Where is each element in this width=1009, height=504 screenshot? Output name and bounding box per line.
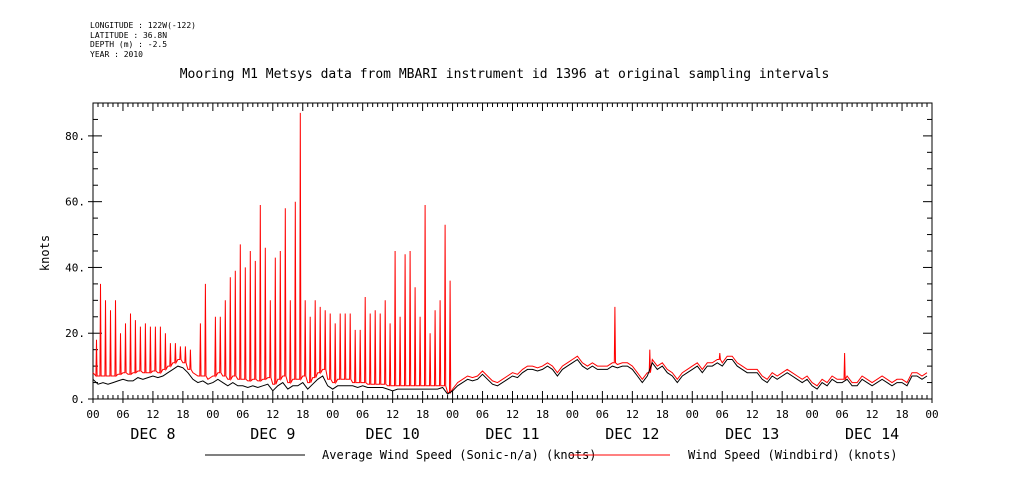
x-hour-label: 06 (236, 408, 249, 421)
x-hour-label: 18 (296, 408, 309, 421)
chart-title: Mooring M1 Metsys data from MBARI instru… (179, 67, 830, 82)
x-hour-label: 06 (356, 408, 369, 421)
x-hour-label: 06 (835, 408, 848, 421)
longitude-text: LONGITUDE : 122W(-122) (90, 21, 196, 30)
x-hour-label: 00 (446, 408, 459, 421)
x-day-label: DEC 10 (366, 425, 420, 443)
x-hour-label: 18 (776, 408, 789, 421)
series-line-windbird (92, 112, 928, 395)
x-day-label: DEC 14 (845, 425, 899, 443)
x-hour-label: 00 (326, 408, 339, 421)
y-tick-label: 40. (65, 261, 85, 274)
depth-text: DEPTH (m) : -2.5 (90, 40, 168, 49)
y-axis-label: knots (38, 235, 52, 271)
x-day-label: DEC 13 (725, 425, 779, 443)
x-hour-label: 12 (865, 408, 878, 421)
x-hour-label: 12 (146, 408, 159, 421)
y-tick-label: 60. (65, 196, 85, 209)
x-hour-label: 06 (596, 408, 609, 421)
x-hour-label: 00 (86, 408, 99, 421)
x-hour-label: 00 (806, 408, 819, 421)
x-day-label: DEC 11 (485, 425, 539, 443)
x-hour-label: 06 (716, 408, 729, 421)
x-day-label: DEC 8 (130, 425, 175, 443)
y-tick-label: 0. (72, 393, 85, 406)
x-hour-label: 00 (925, 408, 938, 421)
legend-label-average: Average Wind Speed (Sonic-n/a) (knots) (322, 448, 597, 462)
x-hour-label: 00 (206, 408, 219, 421)
year-text: YEAR : 2010 (90, 49, 143, 59)
x-day-label: DEC 12 (605, 425, 659, 443)
x-hour-label: 00 (566, 408, 579, 421)
metadata-block: LONGITUDE : 122W(-122) LATITUDE : 36.8N … (90, 21, 196, 59)
x-hour-label: 18 (656, 408, 669, 421)
latitude-text: LATITUDE : 36.8N (90, 30, 168, 40)
y-tick-label: 80. (65, 130, 85, 143)
x-day-label: DEC 9 (250, 425, 295, 443)
x-hour-label: 06 (476, 408, 489, 421)
x-hour-label: 12 (386, 408, 399, 421)
series-line-average (92, 358, 928, 395)
x-hour-label: 12 (626, 408, 639, 421)
x-hour-label: 18 (416, 408, 429, 421)
x-hour-label: 12 (506, 408, 519, 421)
x-hour-label: 18 (536, 408, 549, 421)
x-hour-label: 18 (895, 408, 908, 421)
x-hour-label: 18 (176, 408, 189, 421)
x-hour-label: 06 (116, 408, 129, 421)
x-hour-label: 00 (686, 408, 699, 421)
y-tick-label: 20. (65, 327, 85, 340)
legend-label-windbird: Wind Speed (Windbird) (knots) (688, 448, 898, 462)
plot-frame (92, 102, 933, 400)
x-hour-label: 12 (266, 408, 279, 421)
x-hour-label: 12 (746, 408, 759, 421)
